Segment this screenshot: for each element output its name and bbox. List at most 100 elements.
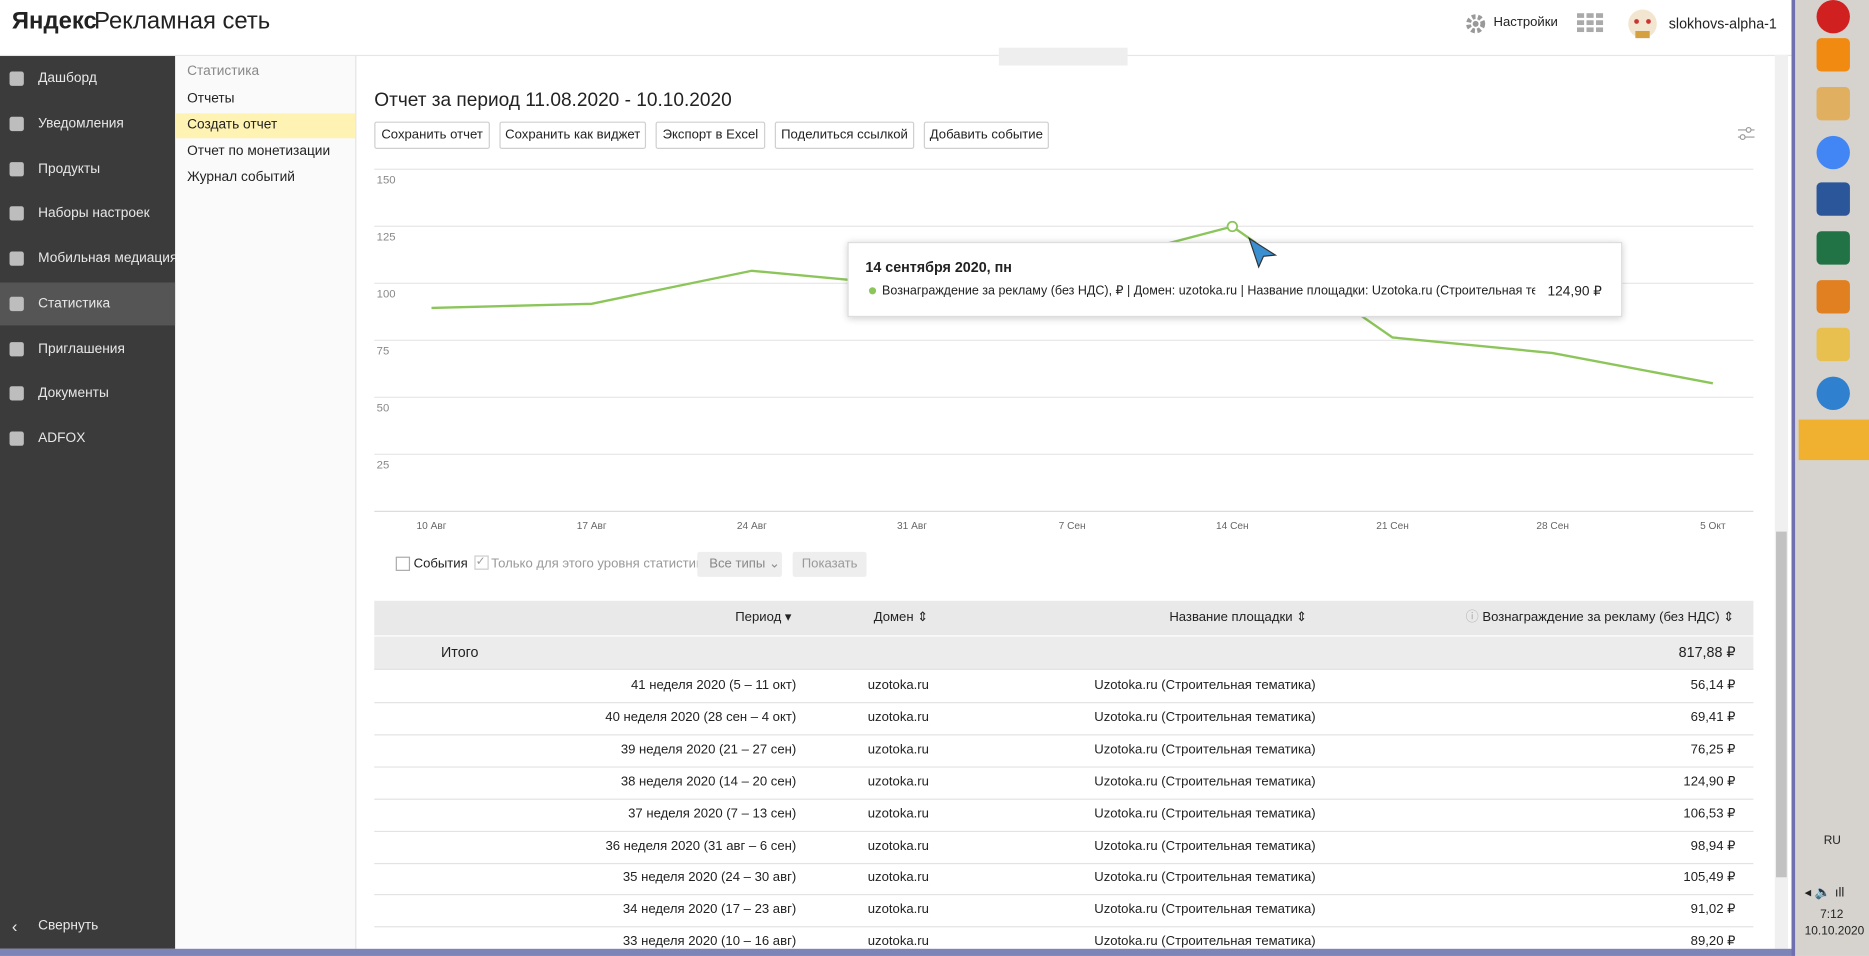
- header-period[interactable]: Период ▾: [735, 610, 792, 625]
- subnav-item[interactable]: Журнал событий: [187, 170, 295, 185]
- nav-label: Уведомления: [38, 116, 124, 131]
- table-cell: uzotoka.ru: [867, 902, 929, 917]
- table-cell: Uzotoka.ru (Строительная тематика): [1094, 870, 1316, 885]
- header-text: Период: [735, 610, 782, 625]
- scrollbar[interactable]: [1774, 54, 1788, 949]
- nav-item[interactable]: Наборы настроек: [0, 192, 175, 235]
- user-name[interactable]: slokhovs-alpha-1: [1668, 15, 1777, 33]
- subnav-item[interactable]: Создать отчет: [175, 113, 356, 139]
- table-row: 40 неделя 2020 (28 сен – 4 окт) uzotoka.r…: [374, 702, 1754, 736]
- subnav-item[interactable]: Отчеты: [187, 91, 235, 107]
- nav-icon: [9, 386, 24, 401]
- tray-icons[interactable]: ◂ 🔈 ıll: [1804, 885, 1845, 900]
- table-cell: 56,14 ₽: [1690, 678, 1736, 693]
- settings-sliders[interactable]: [1737, 126, 1755, 141]
- show-button[interactable]: Показать: [792, 551, 867, 577]
- word-icon[interactable]: [1816, 182, 1850, 216]
- nav-label: Наборы настроек: [38, 206, 150, 221]
- table: Период ▾ Домен ⇕ Название площадки ⇕ ⓘ В…: [374, 600, 1754, 950]
- sidebar: ‹ Свернуть Дашборд Уведомления Продукты Набо…: [0, 56, 177, 949]
- table-cell: 124,90 ₽: [1683, 774, 1736, 789]
- collapse-label: Свернуть: [38, 919, 99, 934]
- level-label[interactable]: Только для этого уровня статистики: [491, 556, 710, 571]
- table-header: Период ▾ Домен ⇕ Название площадки ⇕ ⓘ В…: [374, 600, 1754, 636]
- level-checkbox[interactable]: ✓: [474, 555, 489, 570]
- x-tick-label: 24 Авг: [737, 521, 767, 532]
- clock-date[interactable]: 10.10.2020: [1804, 924, 1865, 939]
- report-title: Отчет за период 11.08.2020 - 10.10.2020: [374, 90, 732, 111]
- warning-icon[interactable]: [1798, 419, 1869, 461]
- vlc-icon[interactable]: [1816, 38, 1850, 72]
- tooltip-series: Вознаграждение за рекламу (без НДС), ₽ |…: [882, 283, 1536, 298]
- table-cell: 34 неделя 2020 (17 – 23 авг): [622, 902, 797, 917]
- hover-point: [1226, 220, 1238, 233]
- table-row: 37 неделя 2020 (7 – 13 сен) uzotoka.ru Uzo…: [374, 798, 1754, 832]
- subnav-item[interactable]: Отчет по монетизации: [187, 144, 331, 159]
- nav-item[interactable]: Статистика: [0, 282, 176, 326]
- collapse[interactable]: ‹ Свернуть: [0, 905, 175, 948]
- table-row: 38 неделя 2020 (14 – 20 сен) uzotoka.ru Uz…: [374, 766, 1754, 800]
- avatar[interactable]: [1626, 5, 1659, 43]
- nav-item[interactable]: ADFOX: [0, 417, 175, 460]
- header-domain[interactable]: Домен ⇕: [873, 610, 929, 625]
- toolbar-button[interactable]: Добавить событие: [923, 121, 1049, 149]
- logo-product[interactable]: Рекламная сеть: [94, 8, 271, 35]
- excel-icon[interactable]: [1816, 231, 1850, 265]
- types-select[interactable]: Все типы ⌄: [697, 551, 782, 577]
- table-cell: uzotoka.ru: [867, 870, 929, 885]
- y-tick-label: 75: [377, 346, 390, 358]
- nav-label: Продукты: [38, 161, 101, 176]
- table-cell: 41 неделя 2020 (5 – 11 окт): [630, 678, 797, 693]
- tooltip-marker: [868, 287, 877, 295]
- table-cell: Uzotoka.ru (Строительная тематика): [1094, 710, 1316, 725]
- total-value: 817,88 ₽: [1678, 643, 1736, 661]
- toolbar-button[interactable]: Сохранить отчет: [374, 121, 490, 149]
- nav-item[interactable]: Приглашения: [0, 327, 175, 370]
- apps-icon[interactable]: [1576, 13, 1604, 33]
- table-cell: 37 неделя 2020 (7 – 13 сен): [628, 806, 797, 821]
- toolbar-button[interactable]: Экспорт в Excel: [655, 121, 766, 149]
- scroll-thumb[interactable]: [1776, 531, 1787, 878]
- subnav-title: Статистика: [187, 64, 260, 79]
- events-checkbox[interactable]: [395, 556, 411, 571]
- nav-item[interactable]: Дашборд: [0, 57, 175, 100]
- clock-time[interactable]: 7:12: [1820, 908, 1844, 922]
- types-label: Все типы: [709, 556, 766, 571]
- table-cell: uzotoka.ru: [867, 934, 929, 950]
- table-row: 41 неделя 2020 (5 – 11 окт) uzotoka.ru Uzo…: [374, 670, 1754, 704]
- table-cell: 40 неделя 2020 (28 сен – 4 окт): [605, 710, 797, 725]
- header-site[interactable]: Название площадки ⇕: [1169, 610, 1308, 625]
- toolbar-button[interactable]: Поделиться ссылкой: [774, 121, 915, 149]
- table-cell: 33 неделя 2020 (10 – 16 авг): [622, 934, 797, 950]
- y-tick-label: 50: [377, 403, 390, 415]
- app-icon[interactable]: [1816, 87, 1850, 121]
- nav-icon: [9, 161, 24, 176]
- nav-item[interactable]: Мобильная медиация: [0, 237, 177, 280]
- table-row: 34 неделя 2020 (17 – 23 авг) uzotoka.ru Uz…: [374, 894, 1754, 928]
- header: Яндекс Рекламная сеть Настройки slokhovs…: [0, 0, 1792, 57]
- table-row: 36 неделя 2020 (31 авг – 6 сен) uzotoka.r…: [374, 830, 1754, 864]
- collapse-arrow: ‹: [11, 916, 18, 936]
- cursor: [1248, 236, 1278, 269]
- settings-link[interactable]: Настройки: [1493, 15, 1558, 30]
- header-reward[interactable]: ⓘ Вознаграждение за рекламу (без НДС) ⇕: [1465, 610, 1735, 625]
- toolbar-button[interactable]: Сохранить как виджет: [499, 121, 647, 149]
- nav-item[interactable]: Документы: [0, 372, 175, 415]
- subnav: Статистика Отчеты Создать отчет Отчет по м…: [175, 56, 357, 949]
- nav-icon: [9, 251, 24, 266]
- nav-icon: [9, 206, 24, 221]
- y-tick-label: 125: [377, 232, 396, 244]
- lang[interactable]: RU: [1823, 834, 1841, 848]
- opera-icon[interactable]: [1816, 0, 1850, 34]
- table-cell: 69,41 ₽: [1690, 710, 1736, 725]
- nav-item[interactable]: Уведомления: [0, 102, 175, 145]
- logo-brand[interactable]: Яндекс: [11, 8, 97, 35]
- table-cell: uzotoka.ru: [867, 774, 929, 789]
- folder-icon[interactable]: [1816, 327, 1850, 362]
- events-label[interactable]: События: [413, 556, 468, 571]
- chrome-icon[interactable]: [1816, 135, 1850, 170]
- app-icon[interactable]: [1816, 280, 1850, 314]
- ie-icon[interactable]: [1816, 376, 1850, 411]
- settings-icon[interactable]: [1465, 13, 1486, 34]
- nav-item[interactable]: Продукты: [0, 147, 175, 190]
